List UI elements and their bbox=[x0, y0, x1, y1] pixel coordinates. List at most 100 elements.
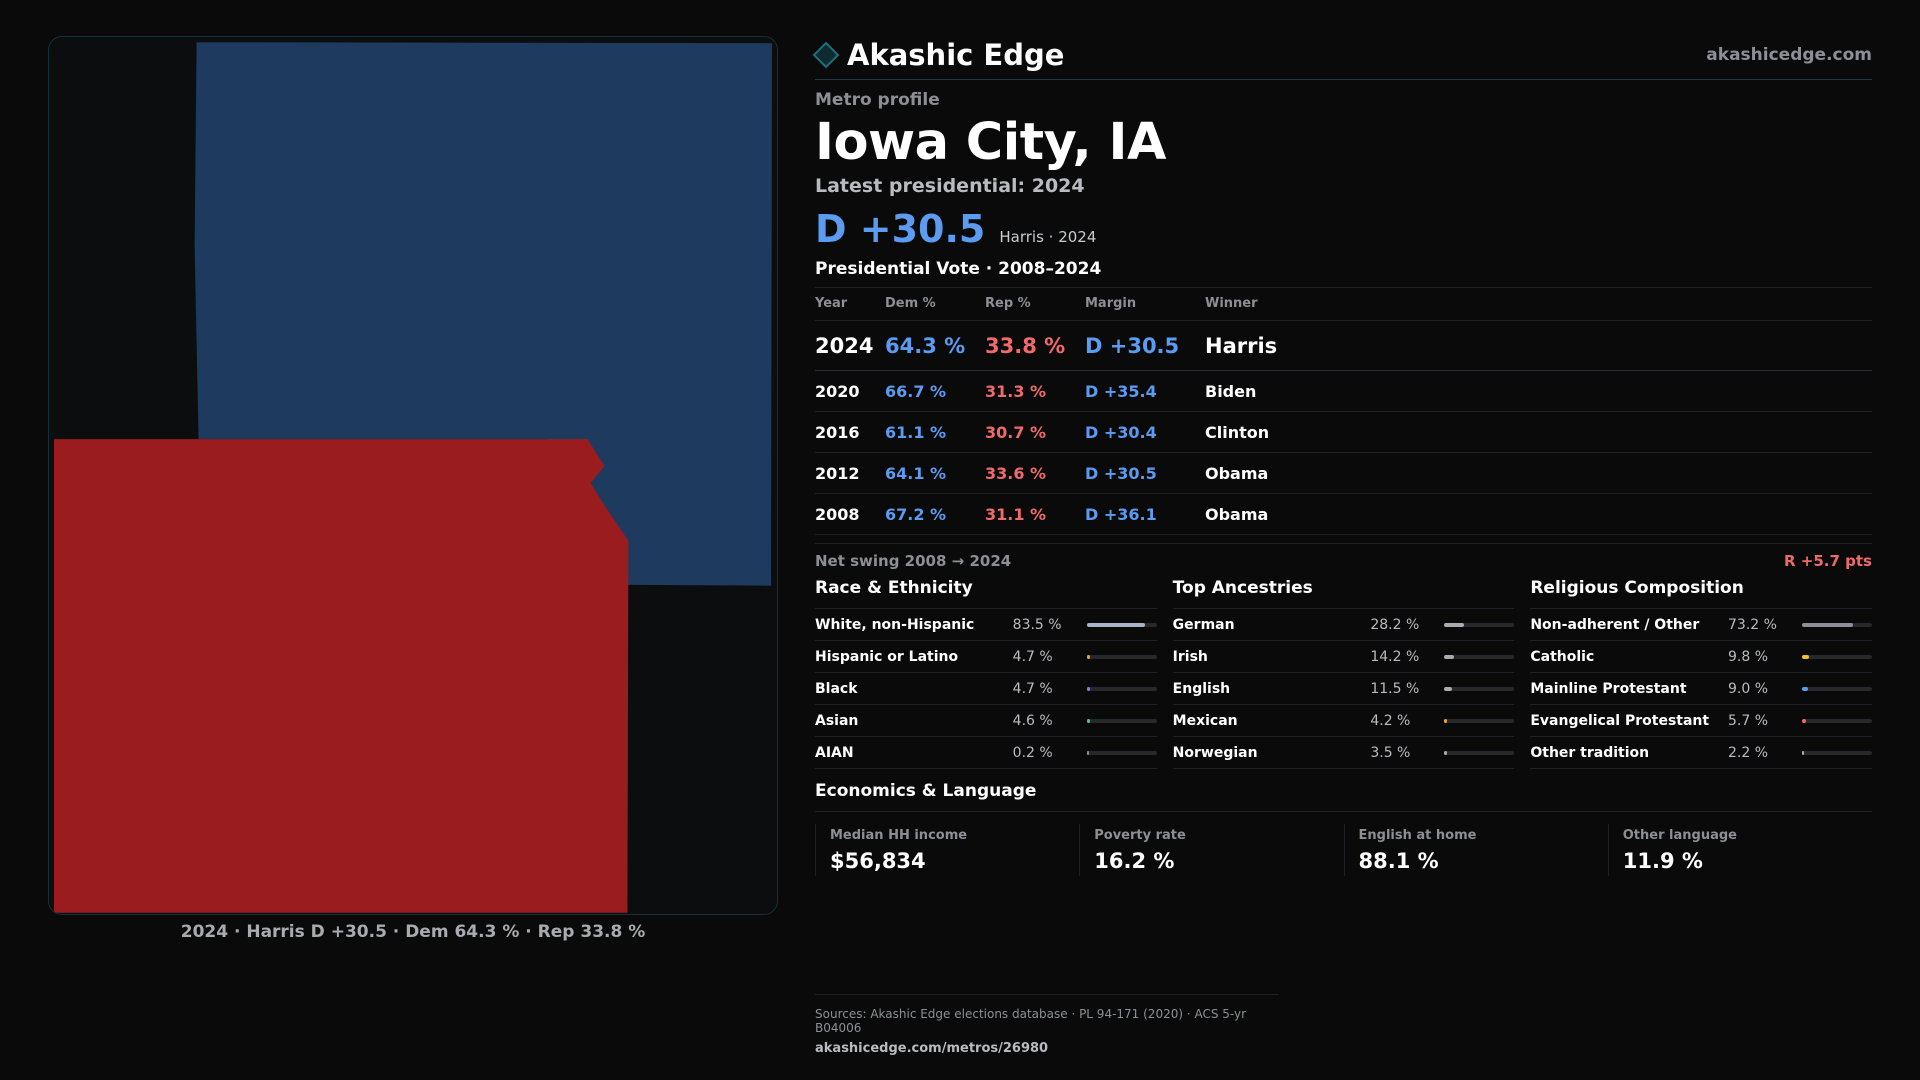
metro-map[interactable] bbox=[48, 36, 778, 915]
share-bar bbox=[1086, 622, 1157, 627]
cell-rep: 31.1 % bbox=[985, 493, 1085, 536]
cell-dem: 61.1 % bbox=[885, 411, 985, 454]
economics-title: Economics & Language bbox=[815, 781, 1872, 813]
cell-year: 2016 bbox=[815, 411, 885, 454]
cell-year: 2008 bbox=[815, 493, 885, 536]
share-bar bbox=[1802, 622, 1873, 627]
econ-value: $56,834 bbox=[830, 849, 926, 874]
net-swing-value: R +5.7 pts bbox=[1784, 552, 1872, 571]
item-label: Black bbox=[815, 680, 858, 697]
header: Akashic Edge akashicedge.com bbox=[812, 30, 1872, 80]
page-kicker: Metro profile bbox=[815, 90, 940, 110]
header-dem: Dem % bbox=[885, 288, 985, 322]
cell-year: 2012 bbox=[815, 452, 885, 495]
share-bar-fill bbox=[1086, 622, 1146, 627]
share-bar bbox=[1444, 622, 1515, 627]
list-item: AIAN 0.2 % bbox=[815, 737, 1157, 770]
map-caption: 2024 · Harris D +30.5 · Dem 64.3 % · Rep… bbox=[180, 922, 646, 942]
share-bar-fill bbox=[1444, 750, 1447, 755]
race-title: Race & Ethnicity bbox=[815, 578, 1157, 610]
share-bar-fill bbox=[1444, 622, 1465, 627]
item-value: 3.5 % bbox=[1370, 744, 1411, 761]
share-bar bbox=[1444, 654, 1515, 659]
item-label: English bbox=[1172, 680, 1231, 697]
item-value: 9.8 % bbox=[1728, 648, 1769, 665]
item-value: 2.2 % bbox=[1728, 744, 1769, 761]
cell-dem: 67.2 % bbox=[885, 493, 985, 536]
share-bar bbox=[1802, 718, 1873, 723]
header-margin: Margin bbox=[1085, 288, 1205, 322]
share-bar-fill bbox=[1802, 622, 1854, 627]
econ-value: 88.1 % bbox=[1358, 849, 1439, 874]
footer: Sources: Akashic Edge elections database… bbox=[815, 994, 1279, 1056]
item-value: 83.5 % bbox=[1012, 616, 1062, 633]
footer-sources: Sources: Akashic Edge elections database… bbox=[815, 1007, 1247, 1035]
cell-winner: Obama bbox=[1205, 493, 1872, 536]
table-row: 2008 67.2 % 31.1 % D +36.1 Obama bbox=[815, 493, 1872, 536]
margin-subtitle: Harris · 2024 bbox=[999, 228, 1097, 247]
item-value: 9.0 % bbox=[1728, 680, 1769, 697]
county-washington-rep[interactable] bbox=[53, 439, 629, 913]
net-swing: Net swing 2008 → 2024 R +5.7 pts bbox=[815, 543, 1872, 570]
list-item: Catholic 9.8 % bbox=[1530, 641, 1873, 674]
cell-year: 2024 bbox=[815, 320, 885, 372]
ancestry-section: Top Ancestries German 28.2 % Irish 14.2 % En… bbox=[1172, 578, 1515, 770]
item-value: 4.7 % bbox=[1012, 680, 1053, 697]
cell-winner: Harris bbox=[1205, 320, 1872, 372]
cell-rep: 30.7 % bbox=[985, 411, 1085, 454]
share-bar-fill bbox=[1086, 686, 1090, 691]
item-label: Irish bbox=[1172, 648, 1208, 665]
brand-url-link[interactable]: akashicedge.com bbox=[1706, 44, 1872, 65]
cell-winner: Obama bbox=[1205, 452, 1872, 495]
share-bar-fill bbox=[1802, 750, 1805, 755]
cell-rep: 33.6 % bbox=[985, 452, 1085, 495]
item-label: Evangelical Protestant bbox=[1530, 712, 1710, 729]
cell-dem: 64.1 % bbox=[885, 452, 985, 495]
item-value: 14.2 % bbox=[1370, 648, 1420, 665]
list-item: Other tradition 2.2 % bbox=[1530, 737, 1873, 770]
vote-table-header: Year Dem % Rep % Margin Winner bbox=[815, 288, 1872, 322]
list-item: German 28.2 % bbox=[1172, 609, 1515, 642]
item-label: Hispanic or Latino bbox=[815, 648, 959, 665]
item-label: AIAN bbox=[815, 744, 854, 761]
share-bar bbox=[1444, 718, 1515, 723]
list-item: Black 4.7 % bbox=[815, 673, 1157, 706]
county-johnson-dem[interactable] bbox=[194, 42, 773, 586]
econ-value: 16.2 % bbox=[1094, 849, 1175, 874]
econ-label: English at home bbox=[1358, 828, 1477, 844]
cell-margin: D +30.5 bbox=[1085, 320, 1205, 372]
list-item: Non-adherent / Other 73.2 % bbox=[1530, 609, 1873, 642]
list-item: English 11.5 % bbox=[1172, 673, 1515, 706]
econ-median-income: Median HH income $56,834 bbox=[815, 824, 1079, 877]
brand[interactable]: Akashic Edge bbox=[812, 37, 1065, 72]
county-map-svg bbox=[53, 42, 773, 913]
brand-name: Akashic Edge bbox=[847, 37, 1065, 72]
list-item: Mainline Protestant 9.0 % bbox=[1530, 673, 1873, 706]
share-bar bbox=[1086, 654, 1157, 659]
cell-dem: 66.7 % bbox=[885, 370, 985, 413]
list-item: Evangelical Protestant 5.7 % bbox=[1530, 705, 1873, 738]
share-bar bbox=[1086, 750, 1157, 755]
econ-label: Other language bbox=[1622, 828, 1737, 844]
share-bar-fill bbox=[1802, 654, 1809, 659]
list-item: Norwegian 3.5 % bbox=[1172, 737, 1515, 770]
demographics-grid: Race & Ethnicity White, non-Hispanic 83.5… bbox=[815, 578, 1873, 770]
header-year: Year bbox=[815, 288, 885, 322]
footer-url-link[interactable]: akashicedge.com/metros/26980 bbox=[815, 1041, 1049, 1056]
cell-rep: 31.3 % bbox=[985, 370, 1085, 413]
cell-year: 2020 bbox=[815, 370, 885, 413]
cell-winner: Clinton bbox=[1205, 411, 1872, 454]
list-item: Hispanic or Latino 4.7 % bbox=[815, 641, 1157, 674]
share-bar bbox=[1802, 686, 1873, 691]
list-item: White, non-Hispanic 83.5 % bbox=[815, 609, 1157, 642]
ancestry-title: Top Ancestries bbox=[1172, 578, 1515, 610]
item-label: Other tradition bbox=[1530, 744, 1650, 761]
list-item: Mexican 4.2 % bbox=[1172, 705, 1515, 738]
net-swing-label: Net swing 2008 → 2024 bbox=[815, 552, 1012, 571]
item-label: German bbox=[1172, 616, 1235, 633]
table-row: 2016 61.1 % 30.7 % D +30.4 Clinton bbox=[815, 411, 1872, 454]
item-value: 0.2 % bbox=[1012, 744, 1053, 761]
econ-other-language: Other language 11.9 % bbox=[1607, 824, 1872, 877]
latest-presidential-label: Latest presidential: 2024 bbox=[815, 175, 1085, 198]
religion-section: Religious Composition Non-adherent / Oth… bbox=[1530, 578, 1873, 770]
